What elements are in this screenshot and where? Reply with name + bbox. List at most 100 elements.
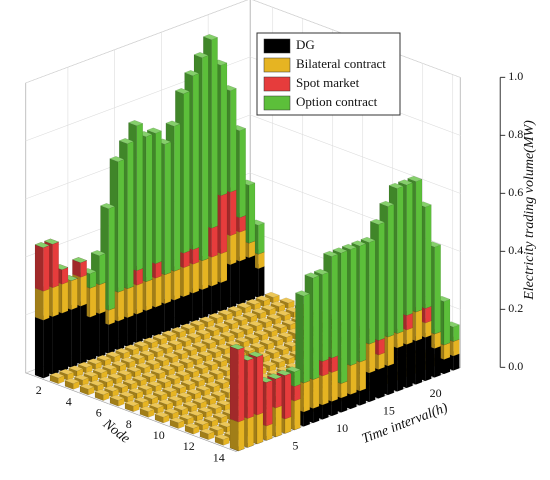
bar-face-top — [64, 378, 80, 384]
bar-face-front — [89, 285, 97, 318]
bar-face-top — [199, 428, 215, 435]
bar-face-front — [155, 130, 162, 264]
bar-face-top — [115, 347, 131, 354]
bar-face-top — [259, 338, 275, 345]
bar-face-front — [43, 288, 50, 321]
bar-face-front — [183, 250, 190, 268]
bar-face-front — [202, 258, 209, 290]
bar-face-front — [183, 91, 190, 254]
x-tick-label: 14 — [213, 450, 225, 464]
bar-segment — [248, 351, 264, 358]
legend-label: Spot market — [296, 75, 360, 90]
bar-face-top — [270, 301, 286, 307]
bar-face-front — [239, 128, 246, 218]
bar-face-top — [90, 250, 106, 256]
bar-face-front — [266, 423, 273, 441]
bar-face-top — [229, 327, 245, 334]
bar-segment — [214, 434, 230, 446]
bar-face-front — [415, 309, 423, 342]
bar-face-top — [285, 366, 301, 373]
bar-face-top — [369, 218, 386, 225]
bar-segment — [154, 411, 170, 424]
legend-swatch — [263, 57, 291, 73]
bar-face-top — [204, 325, 221, 332]
bar-face-top — [188, 354, 204, 360]
bar-segment — [109, 394, 125, 407]
bar-face-front — [303, 409, 310, 427]
bar-face-top — [197, 406, 213, 413]
bar-face-top — [152, 333, 168, 340]
bar-face-top — [83, 371, 99, 377]
bar-segment — [249, 342, 266, 354]
bar-face-front — [202, 55, 209, 261]
bar-face-front — [303, 293, 310, 384]
bar-face-top — [199, 316, 215, 323]
bar-face-top — [145, 359, 161, 365]
bar-face-top — [388, 182, 404, 189]
bar-face-top — [255, 295, 271, 302]
bar-face-front — [387, 334, 395, 367]
bar-face-top — [332, 247, 348, 254]
bar-segment — [184, 422, 200, 435]
bar-face-top — [79, 383, 95, 390]
bar-face-top — [240, 345, 256, 352]
bar-face-left — [34, 316, 44, 379]
z-tick-label: 0.2 — [508, 301, 523, 315]
bar-face-top — [242, 311, 258, 318]
bar-segment — [270, 357, 286, 369]
bar-face-top — [253, 329, 269, 336]
bar-face-front — [230, 189, 237, 236]
bar-face-front — [266, 379, 273, 427]
bar-face-front — [434, 244, 441, 335]
bar-segment — [229, 416, 245, 452]
z-tick-label: 0.4 — [508, 243, 523, 257]
bar-face-top — [341, 243, 357, 250]
bar-face-front — [136, 311, 143, 344]
bar-face-top — [133, 396, 150, 403]
bar-face-top — [167, 395, 183, 402]
bar-face-front — [425, 334, 432, 382]
bar-face-top — [232, 315, 249, 321]
bar-face-top — [58, 368, 75, 375]
bar-face-top — [199, 372, 215, 379]
bar-segment — [137, 384, 153, 396]
legend-swatch — [263, 38, 291, 54]
bar-face-top — [212, 356, 228, 363]
bar-face-top — [175, 370, 191, 377]
bar-face-front — [350, 391, 357, 410]
bar-segment — [247, 320, 264, 333]
bar-face-front — [99, 311, 106, 358]
bar-segment — [203, 359, 219, 372]
bar-face-top — [219, 331, 236, 337]
bar-segment — [139, 406, 155, 418]
bar-face-top — [210, 334, 226, 341]
bar-face-front — [155, 261, 162, 279]
bar-face-top — [111, 360, 127, 367]
bar-face-front — [117, 318, 125, 351]
bar-face-top — [152, 389, 168, 396]
bar-face-top — [193, 419, 210, 426]
bar-face-front — [406, 341, 413, 389]
bar-face-top — [139, 406, 155, 412]
legend-swatch — [263, 76, 291, 92]
bar-face-top — [118, 391, 135, 398]
legend-label: Bilateral contract — [296, 56, 386, 71]
bars — [34, 34, 460, 452]
bar-face-top — [276, 369, 292, 376]
bar-face-top — [208, 424, 225, 431]
bar-face-front — [359, 243, 367, 363]
bar-face-front — [211, 254, 218, 287]
bar-face-top — [397, 179, 414, 186]
bar-segment — [266, 373, 283, 380]
bar-face-top — [184, 366, 200, 373]
bar-face-top — [249, 342, 266, 349]
bar-face-front — [275, 376, 282, 409]
bar-face-front — [108, 307, 115, 325]
bar-face-front — [425, 305, 432, 324]
bar-face-front — [220, 280, 228, 312]
bar-face-top — [139, 350, 155, 356]
bar-face-front — [434, 331, 441, 349]
bar-face-top — [88, 380, 105, 386]
legend-label: DG — [296, 37, 315, 52]
bar-face-front — [340, 250, 348, 384]
